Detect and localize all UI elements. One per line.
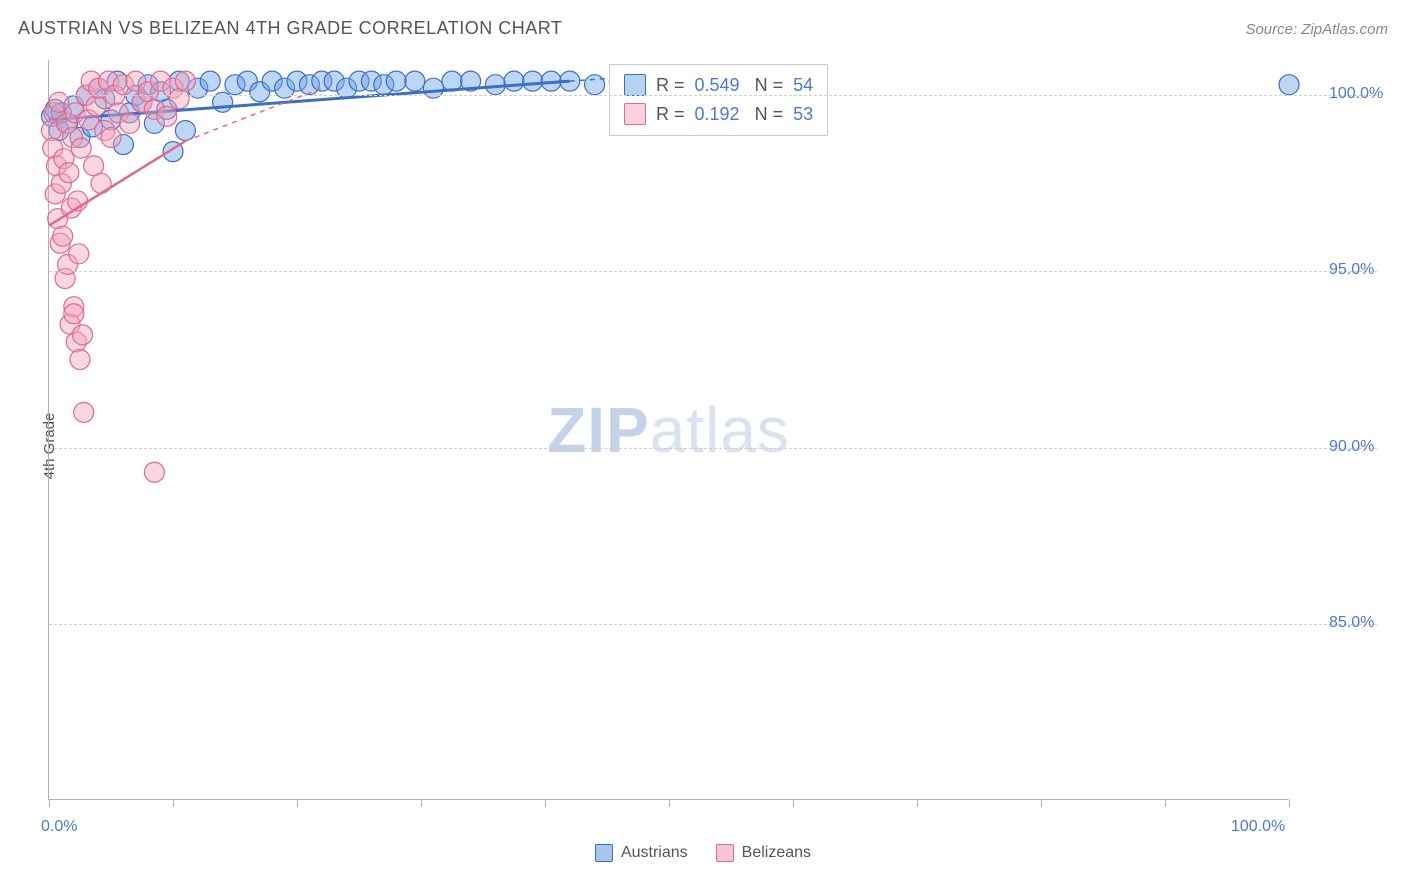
data-point xyxy=(72,325,92,345)
data-point xyxy=(120,113,140,133)
legend-item: Belizeans xyxy=(716,844,811,862)
y-tick-label: 95.0% xyxy=(1329,261,1374,279)
x-tick-label: 0.0% xyxy=(41,818,77,836)
stats-row: R = 0.192 N = 53 xyxy=(624,100,813,129)
n-value: 53 xyxy=(793,100,813,129)
legend-swatch xyxy=(595,844,613,862)
legend-bottom: Austrians Belizeans xyxy=(595,844,811,862)
data-point xyxy=(504,71,524,91)
x-tick xyxy=(793,799,794,807)
gridline xyxy=(49,624,1377,625)
x-tick xyxy=(49,799,50,807)
data-point xyxy=(101,128,121,148)
x-tick xyxy=(917,799,918,807)
x-tick xyxy=(669,799,670,807)
y-tick-label: 100.0% xyxy=(1329,85,1383,103)
data-point xyxy=(386,71,406,91)
chart-plot-area: ZIPatlas R = 0.549 N = 54R = 0.192 N = 5… xyxy=(48,60,1288,800)
gridline xyxy=(49,271,1377,272)
legend-label: Austrians xyxy=(621,844,688,862)
data-point xyxy=(157,106,177,126)
chart-title: AUSTRIAN VS BELIZEAN 4TH GRADE CORRELATI… xyxy=(18,18,562,39)
legend-label: Belizeans xyxy=(742,844,811,862)
data-point xyxy=(144,462,164,482)
data-point xyxy=(175,71,195,91)
data-point xyxy=(175,120,195,140)
y-tick-label: 85.0% xyxy=(1329,614,1374,632)
data-point xyxy=(70,350,90,370)
scatter-svg xyxy=(49,60,1288,799)
data-point xyxy=(200,71,220,91)
legend-item: Austrians xyxy=(595,844,688,862)
stats-swatch xyxy=(624,74,646,96)
data-point xyxy=(585,75,605,95)
x-tick xyxy=(1165,799,1166,807)
data-point xyxy=(53,226,73,246)
gridline xyxy=(49,95,1377,96)
correlation-stats-box: R = 0.549 N = 54R = 0.192 N = 53 xyxy=(609,64,828,136)
data-point xyxy=(1279,75,1299,95)
x-tick xyxy=(1289,799,1290,807)
data-point xyxy=(59,163,79,183)
legend-swatch xyxy=(716,844,734,862)
data-point xyxy=(71,138,91,158)
y-tick-label: 90.0% xyxy=(1329,438,1374,456)
data-point xyxy=(64,304,84,324)
stats-swatch xyxy=(624,103,646,125)
data-point xyxy=(523,71,543,91)
x-tick xyxy=(297,799,298,807)
data-point xyxy=(405,71,425,91)
data-point xyxy=(74,402,94,422)
r-value: 0.192 xyxy=(695,100,740,129)
x-tick xyxy=(173,799,174,807)
gridline xyxy=(49,448,1377,449)
x-tick xyxy=(1041,799,1042,807)
data-point xyxy=(169,89,189,109)
data-point xyxy=(69,244,89,264)
x-tick-label: 100.0% xyxy=(1231,818,1285,836)
x-tick xyxy=(545,799,546,807)
x-tick xyxy=(421,799,422,807)
data-point xyxy=(84,156,104,176)
source-label: Source: ZipAtlas.com xyxy=(1245,21,1388,38)
data-point xyxy=(86,96,106,116)
